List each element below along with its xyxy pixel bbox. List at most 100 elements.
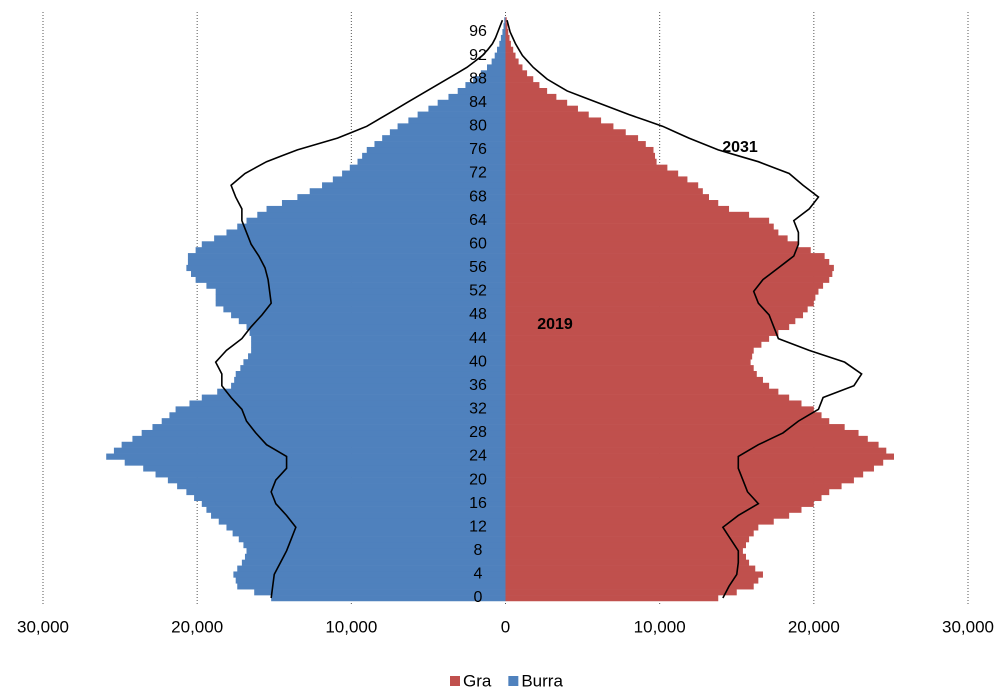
y-tick-label: 72 — [469, 165, 487, 182]
bar — [240, 365, 506, 372]
bar — [505, 34, 510, 42]
bar — [487, 64, 506, 71]
bar — [505, 135, 639, 142]
bar — [505, 382, 770, 389]
x-tick-label: 10,000 — [634, 617, 686, 636]
bar — [281, 200, 506, 207]
bar — [505, 46, 514, 53]
bar — [505, 412, 822, 419]
y-tick-label: 56 — [469, 259, 487, 276]
y-tick-label: 36 — [469, 377, 487, 394]
bar — [505, 170, 679, 177]
bar — [491, 58, 506, 65]
bar — [206, 282, 506, 289]
bar — [214, 235, 506, 242]
bar — [505, 536, 750, 543]
bar — [366, 146, 506, 154]
bar — [505, 335, 770, 342]
annotation: 2031 — [722, 139, 758, 156]
bar — [505, 17, 507, 24]
bar — [505, 158, 657, 165]
bar — [505, 353, 753, 360]
bar — [505, 477, 854, 484]
bar — [505, 58, 519, 65]
bar — [141, 429, 506, 437]
bar — [505, 371, 757, 378]
bar — [206, 506, 506, 513]
bar — [362, 152, 506, 160]
bar — [505, 347, 754, 354]
bar — [505, 200, 719, 207]
bar — [175, 406, 506, 413]
bar — [332, 176, 506, 183]
line-2031 — [214, 19, 504, 599]
legend-swatch — [450, 676, 460, 686]
bar — [505, 93, 557, 101]
bar — [374, 141, 506, 148]
bar — [505, 258, 830, 266]
line-2031 — [506, 19, 863, 599]
bar — [505, 553, 746, 560]
bar — [195, 276, 506, 283]
bar — [505, 447, 887, 454]
bar — [106, 453, 506, 460]
y-tick-label: 4 — [474, 566, 483, 583]
bar — [505, 300, 814, 307]
bar — [505, 141, 646, 148]
bar — [237, 583, 506, 590]
y-tick-label: 48 — [469, 306, 487, 323]
bar — [505, 29, 509, 36]
bar — [505, 341, 762, 348]
bar — [505, 317, 796, 325]
bar — [215, 300, 506, 307]
bar — [505, 494, 822, 502]
bar — [505, 571, 763, 578]
bar — [152, 424, 506, 431]
bar — [505, 394, 790, 401]
bar — [505, 264, 834, 272]
bar — [505, 500, 814, 507]
bar — [505, 282, 824, 289]
bar — [143, 465, 506, 472]
bar — [231, 382, 506, 389]
bar — [499, 40, 506, 48]
bar — [231, 312, 506, 319]
bar — [505, 524, 759, 531]
legend-swatch — [508, 676, 519, 686]
bar — [505, 276, 830, 283]
bar — [167, 477, 506, 484]
bar — [480, 70, 506, 77]
bar — [505, 152, 656, 160]
bar — [502, 29, 506, 36]
bar — [448, 93, 506, 101]
bar — [121, 441, 506, 448]
bar — [217, 388, 506, 395]
bar — [246, 547, 506, 555]
bar — [505, 294, 816, 301]
bar — [505, 247, 811, 254]
y-tick-label: 28 — [469, 424, 487, 441]
bar — [505, 288, 819, 295]
bar — [201, 394, 506, 401]
bar — [505, 435, 868, 443]
bar — [505, 241, 799, 248]
bar — [271, 595, 506, 602]
bar — [504, 17, 506, 24]
bar — [248, 353, 506, 360]
bar — [251, 335, 506, 342]
bar — [500, 34, 506, 42]
bar — [241, 559, 506, 566]
bar — [186, 488, 506, 496]
bar — [505, 223, 774, 230]
legend-label: Gra — [463, 671, 492, 690]
bar — [251, 347, 506, 354]
bar — [505, 217, 770, 224]
bar — [243, 359, 506, 366]
annotation: 2019 — [537, 316, 573, 333]
bar — [246, 217, 506, 224]
bar — [244, 553, 506, 560]
bar — [113, 447, 506, 454]
bar — [132, 435, 506, 443]
x-tick-label: 0 — [501, 617, 510, 636]
bar — [169, 412, 506, 419]
